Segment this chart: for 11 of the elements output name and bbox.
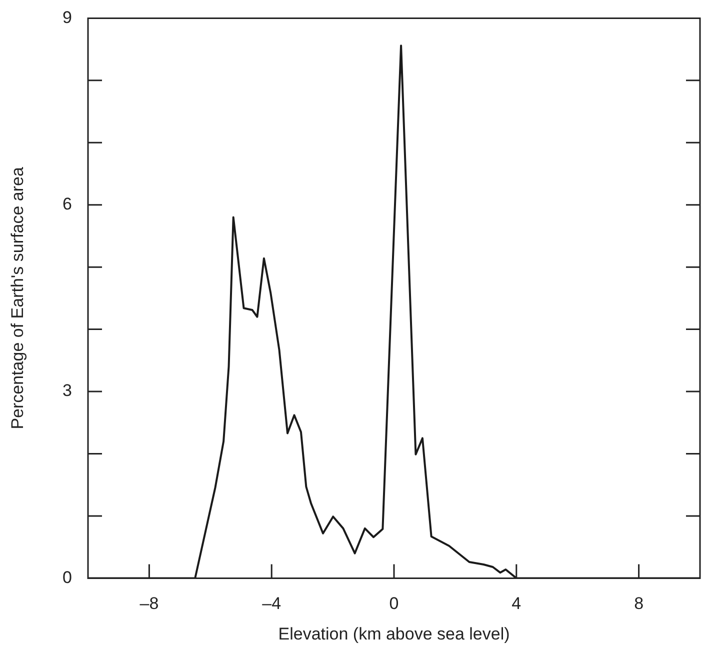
y-tick-label: 9 — [62, 8, 72, 27]
x-axis-title: Elevation (km above sea level) — [278, 624, 510, 644]
x-tick-label: –4 — [262, 594, 282, 614]
x-tick-label: 4 — [512, 594, 522, 614]
x-tick-label: 0 — [389, 594, 399, 614]
y-tick-label: 6 — [62, 194, 72, 214]
x-tick-label: 8 — [634, 594, 644, 614]
y-axis-title: Percentage of Earth's surface area — [8, 166, 27, 430]
y-tick-label: 0 — [62, 568, 72, 587]
x-tick-label: –8 — [140, 594, 159, 614]
y-tick-label: 3 — [62, 381, 72, 400]
